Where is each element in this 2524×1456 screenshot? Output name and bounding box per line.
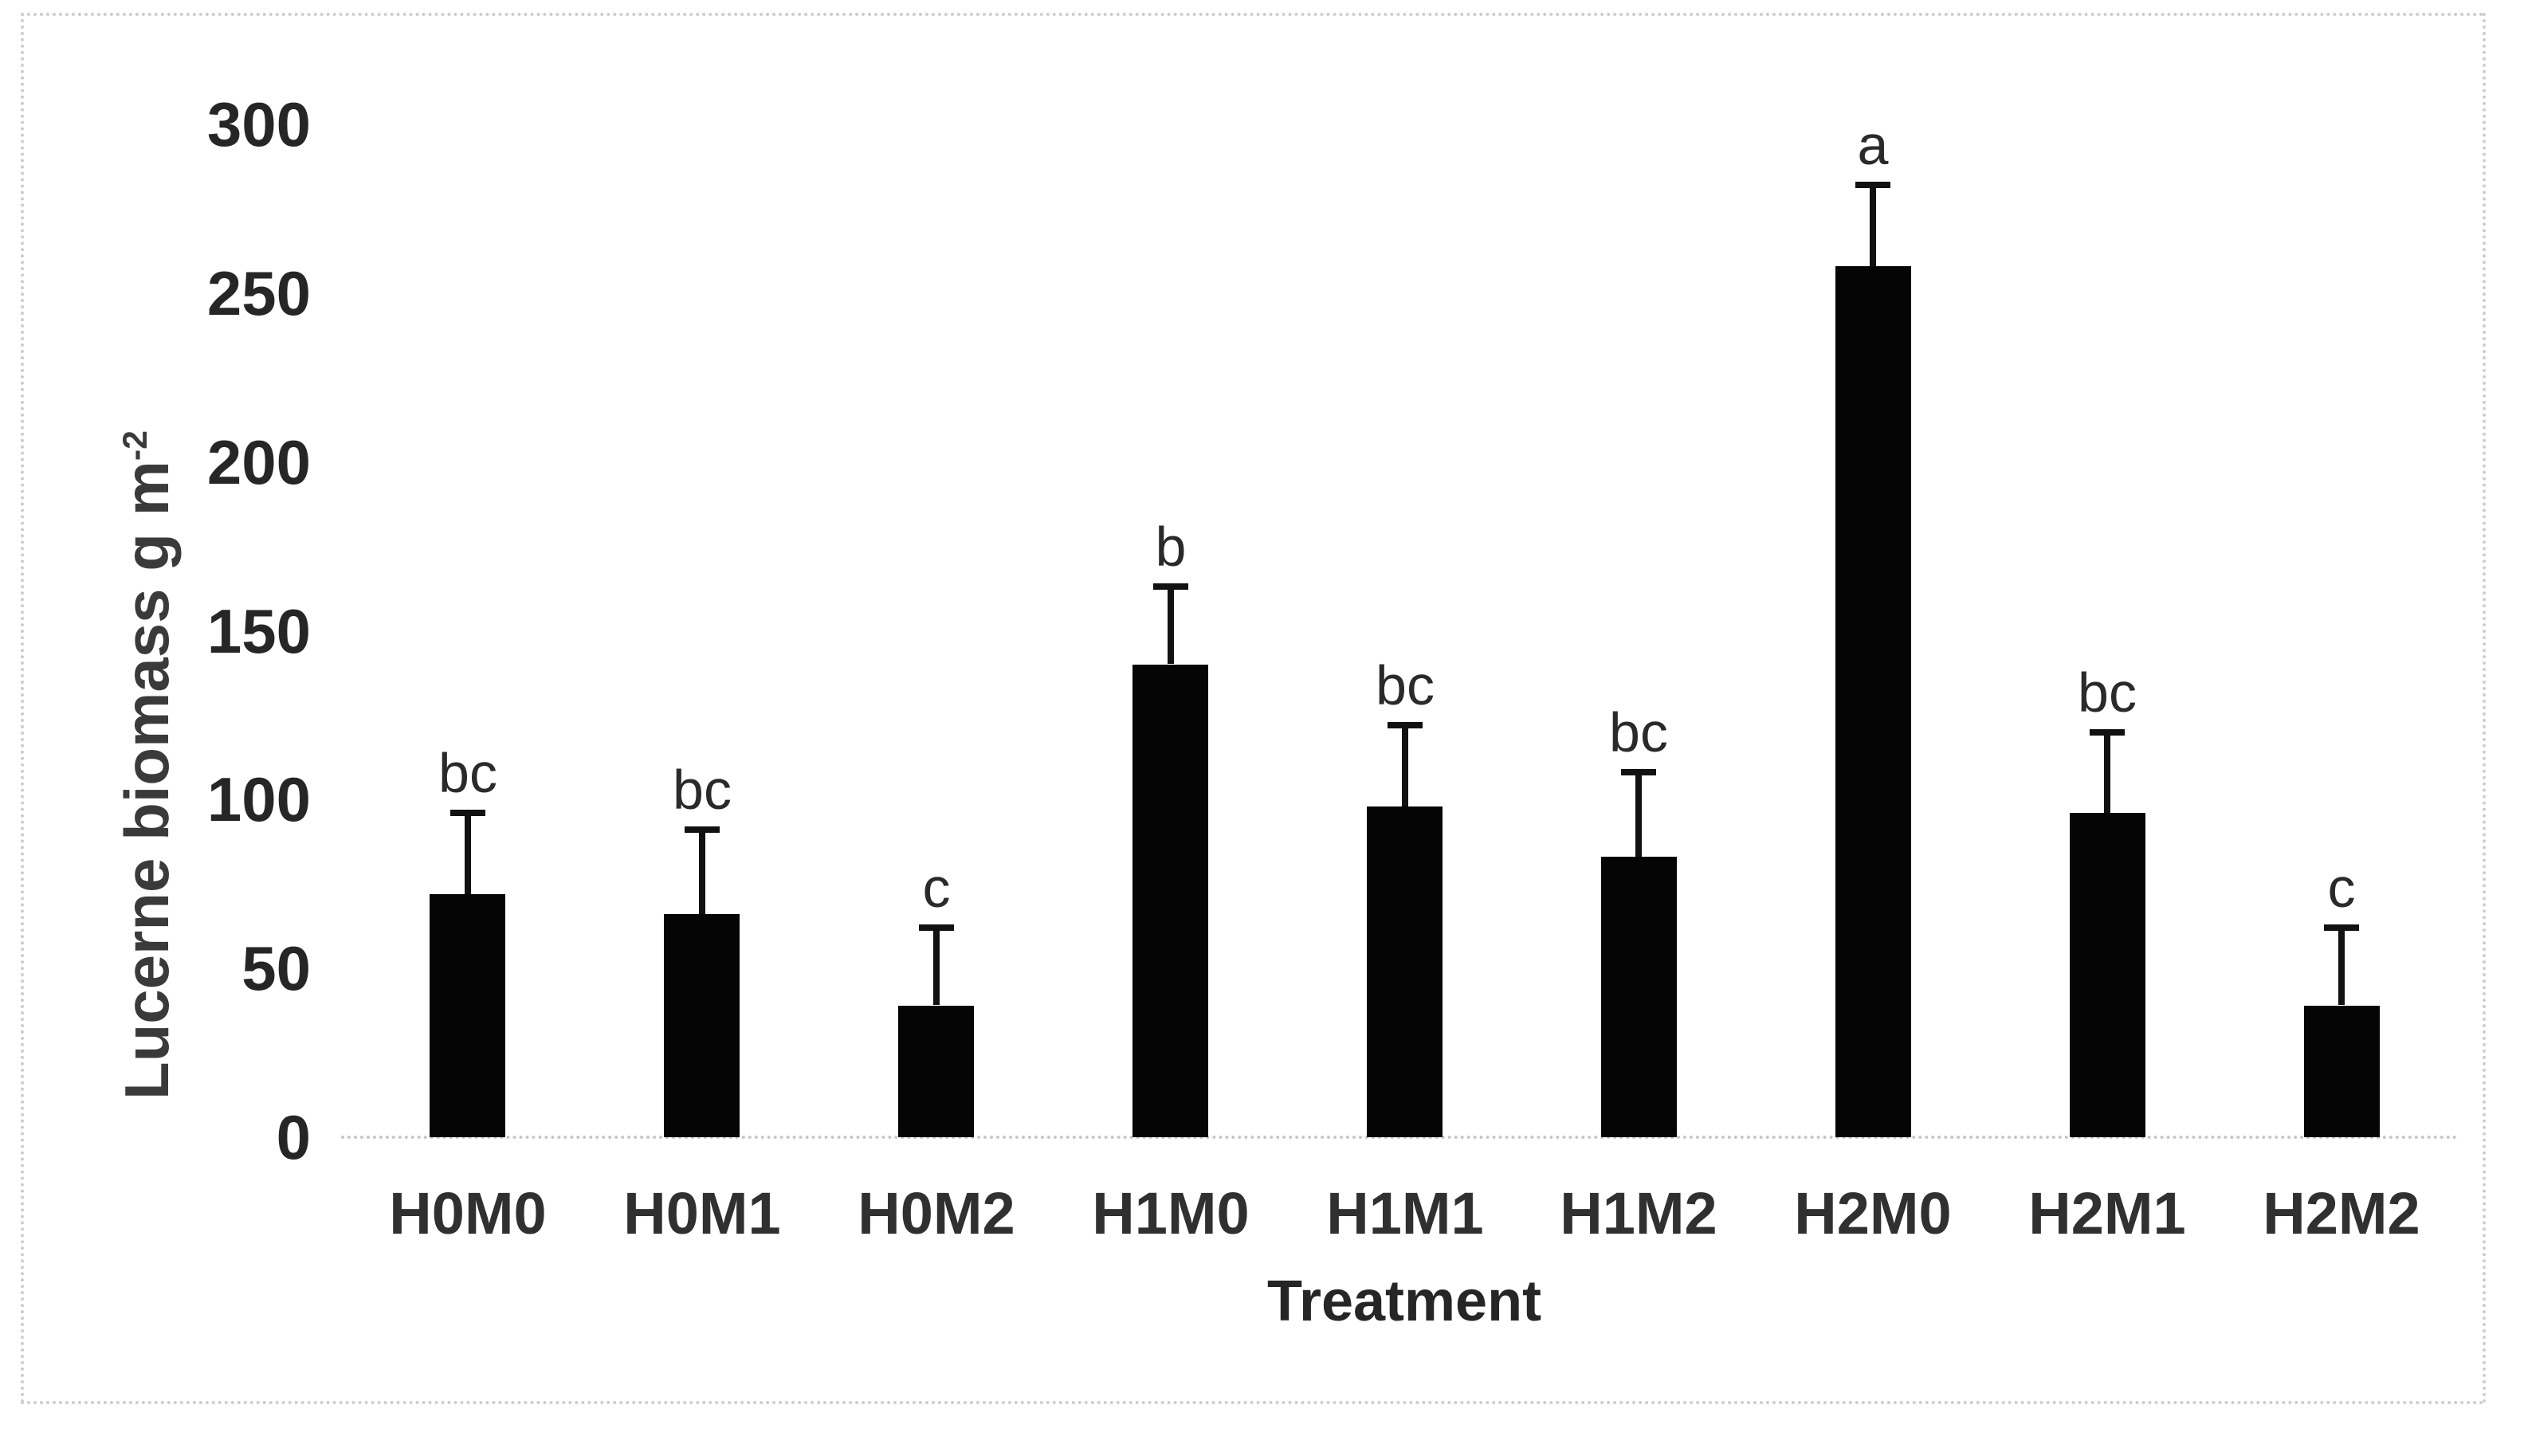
- y-tick-label: 150: [206, 596, 311, 666]
- error-bar-line: [2104, 732, 2110, 814]
- sig-letter: c: [922, 857, 951, 919]
- category-label: H1M1: [1326, 1180, 1484, 1246]
- sig-letter: b: [1155, 516, 1187, 578]
- sig-letter: bc: [673, 759, 732, 821]
- y-tick-label: 50: [241, 933, 311, 1003]
- error-bar-line: [1870, 185, 1876, 266]
- category-label: H0M0: [389, 1180, 547, 1246]
- error-bar-line: [465, 813, 471, 894]
- error-bar-cap: [2324, 924, 2359, 931]
- error-bar-cap: [2090, 729, 2125, 736]
- chart-border-frame: [21, 13, 2486, 1404]
- sig-letter: c: [2327, 857, 2356, 919]
- sig-letter: bc: [2078, 661, 2137, 724]
- y-tick-label: 100: [206, 764, 311, 834]
- y-tick-label: 300: [206, 89, 311, 159]
- category-label: H2M0: [1794, 1180, 1952, 1246]
- error-bar-cap: [1621, 769, 1656, 775]
- bar: [1132, 665, 1208, 1137]
- error-bar-cap: [685, 826, 720, 833]
- x-axis-line: [341, 1136, 2459, 1139]
- error-bar-cap: [1153, 583, 1188, 590]
- error-bar-line: [1635, 772, 1642, 857]
- x-axis-title: Treatment: [1266, 1270, 1542, 1333]
- bar: [430, 894, 505, 1137]
- sig-letter: bc: [438, 742, 497, 804]
- y-tick-label: 250: [206, 258, 311, 328]
- category-label: H1M0: [1092, 1180, 1250, 1246]
- sig-letter: bc: [1376, 654, 1435, 716]
- error-bar-cap: [1855, 182, 1890, 188]
- y-tick-label: 200: [206, 427, 311, 497]
- error-bar-cap: [919, 924, 954, 931]
- sig-letter: a: [1857, 114, 1889, 176]
- sig-letter: bc: [1609, 701, 1668, 763]
- bar: [2070, 813, 2145, 1137]
- bar: [664, 914, 740, 1137]
- bar: [1367, 806, 1443, 1137]
- error-bar-line: [933, 928, 940, 1005]
- error-bar-line: [1168, 587, 1174, 664]
- y-tick-label: 0: [276, 1102, 311, 1172]
- category-label: H0M2: [858, 1180, 1015, 1246]
- error-bar-cap: [450, 810, 485, 816]
- category-label: H2M1: [2028, 1180, 2186, 1246]
- bar: [2304, 1006, 2380, 1137]
- error-bar-line: [1402, 725, 1408, 806]
- category-label: H2M2: [2263, 1180, 2420, 1246]
- category-label: H1M2: [1560, 1180, 1717, 1246]
- error-bar-cap: [1388, 722, 1423, 728]
- error-bar-line: [2338, 928, 2345, 1005]
- category-label: H0M1: [623, 1180, 781, 1246]
- error-bar-line: [699, 830, 705, 914]
- bar: [1835, 266, 1911, 1137]
- bar: [898, 1006, 974, 1137]
- bar: [1601, 857, 1677, 1137]
